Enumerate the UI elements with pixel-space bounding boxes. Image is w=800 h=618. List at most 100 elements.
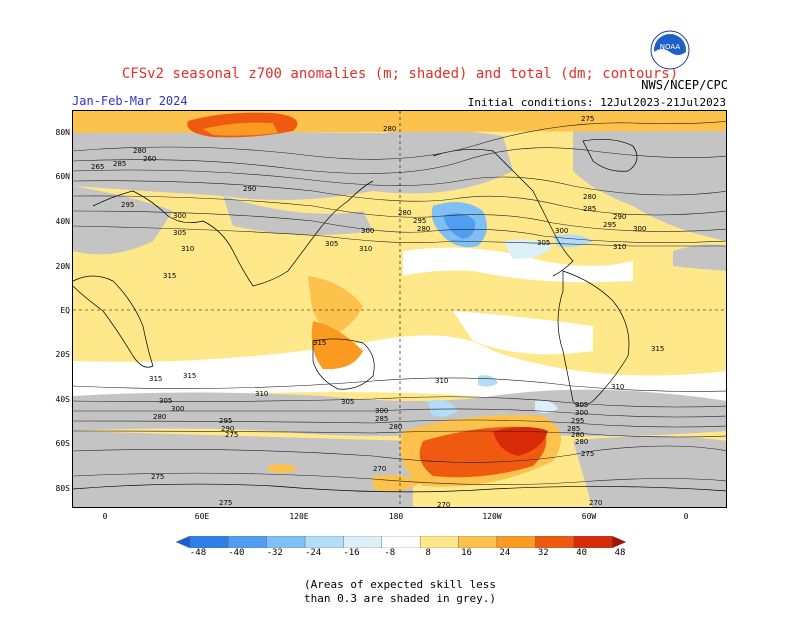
contour-label: 315	[149, 375, 162, 383]
lon-label: 120E	[289, 512, 309, 521]
contour-label: 285	[583, 205, 596, 213]
contour-north-3	[73, 169, 726, 196]
contour-label: 280	[389, 423, 402, 431]
contour-label: 300	[171, 405, 184, 413]
lon-label: 0	[683, 512, 689, 521]
positive-anomaly-antarctic	[373, 475, 423, 492]
grey-area-antarctic-east	[573, 436, 726, 507]
contour-label: 295	[413, 217, 426, 225]
positive-anomaly-australia	[311, 321, 363, 370]
negative-anomaly-north-america	[503, 239, 553, 259]
contour-south-7	[73, 472, 726, 485]
contour-south-3	[73, 408, 726, 418]
contour-label: 305	[537, 239, 550, 247]
colorbar-label: -24	[304, 548, 322, 558]
colorbar-label: 32	[537, 548, 549, 558]
colorbar-segment	[496, 536, 536, 548]
contour-label: 280	[153, 413, 166, 421]
lat-label: 60S	[55, 439, 70, 448]
contour-label: 260	[143, 155, 156, 163]
contour-label: 270	[437, 501, 450, 508]
contour-label: 300	[575, 409, 588, 417]
lat-label: 20N	[55, 262, 70, 271]
contour-south-4	[73, 419, 726, 428]
contour-north-6	[73, 210, 726, 243]
contour-label: 295	[603, 221, 616, 229]
contour-label: 295	[121, 201, 134, 209]
contour-label: 305	[173, 229, 186, 237]
colorbar-segment	[458, 536, 498, 548]
coast-north-america	[432, 149, 574, 277]
lat-label: 40N	[55, 217, 70, 226]
negative-anomaly-drake-passage	[535, 400, 558, 414]
initial-conditions-label: Initial conditions: 12Jul2023-21Jul2023	[467, 96, 726, 109]
lon-label: 120W	[482, 512, 502, 521]
contour-label: 270	[373, 465, 386, 473]
lon-label: 0	[102, 512, 108, 521]
contour-label: 315	[163, 272, 176, 280]
grey-area-atlantic	[673, 244, 726, 271]
contour-label: 290	[243, 185, 256, 193]
contour-label: 280	[417, 225, 430, 233]
contour-labels: 280 275 280 285 290 295 300 305 310 315 …	[91, 115, 664, 508]
lat-label: EQ	[60, 306, 70, 315]
lon-label: 60E	[194, 512, 210, 521]
colorbar-label: -48	[189, 548, 207, 558]
contour-north-7	[73, 225, 726, 247]
contour-label: 305	[575, 401, 588, 409]
contour-label: 315	[651, 345, 664, 353]
contour-label: 275	[219, 499, 232, 507]
grey-area-north	[73, 130, 513, 200]
contour-label: 300	[361, 227, 374, 235]
colorbar-segment	[343, 536, 383, 548]
contour-south-2	[73, 396, 726, 408]
contour-label: 275	[151, 473, 164, 481]
neutral-band-north	[403, 247, 633, 283]
contour-label: 280	[383, 125, 396, 133]
skill-note-line2: than 0.3 are shaded in grey.)	[303, 592, 497, 605]
contour-label: 315	[183, 372, 196, 380]
lon-label: 60W	[581, 512, 597, 521]
colorbar-segment	[381, 536, 421, 548]
contour-label: 310	[613, 243, 626, 251]
contour-label: 295	[571, 417, 584, 425]
neutral-band-south	[73, 335, 726, 405]
lat-label: 20S	[55, 350, 70, 359]
lat-label: 60N	[55, 172, 70, 181]
colorbar-label: 8	[425, 548, 431, 558]
negative-anomaly-southern-ocean	[428, 399, 458, 417]
map-canvas: 280 275 280 285 290 295 300 305 310 315 …	[73, 111, 726, 508]
colorbar-segment	[189, 536, 229, 548]
lat-label: 80N	[55, 128, 70, 137]
negative-anomaly-south-pacific-small	[478, 375, 498, 387]
contour-label: 280	[398, 209, 411, 217]
anomaly-map: 280 275 280 285 290 295 300 305 310 315 …	[72, 110, 727, 508]
contour-label: 275	[581, 115, 594, 123]
contour-label: 295	[219, 417, 232, 425]
contour-label: 305	[159, 397, 172, 405]
contour-label: 300	[633, 225, 646, 233]
positive-anomaly-indonesia	[308, 276, 363, 336]
contour-label: 310	[611, 383, 624, 391]
negative-anomaly-north-pacific-core	[443, 213, 476, 239]
height-contours	[73, 120, 726, 485]
contour-label: 270	[589, 499, 602, 507]
colorbar-label: 48	[614, 548, 626, 558]
colorbar-segment	[176, 536, 191, 548]
contour-label: 280	[571, 431, 584, 439]
contour-label: 285	[113, 160, 126, 168]
colorbar-label: 40	[576, 548, 588, 558]
contour-label: 285	[375, 415, 388, 423]
colorbar-label: 24	[499, 548, 511, 558]
colorbar-segment	[573, 536, 613, 548]
noaa-logo-icon: NOAA	[650, 30, 690, 70]
contour-label: 280	[133, 147, 146, 155]
contour-north-4	[73, 180, 726, 216]
colorbar-segment	[535, 536, 574, 548]
lat-label: 80S	[55, 484, 70, 493]
contour-label: 275	[581, 450, 594, 458]
colorbar-label: 16	[461, 548, 472, 558]
agency-label: NWS/NCEP/CPC	[641, 78, 728, 92]
contour-south-6	[73, 445, 726, 463]
colorbar-segment	[611, 536, 626, 548]
